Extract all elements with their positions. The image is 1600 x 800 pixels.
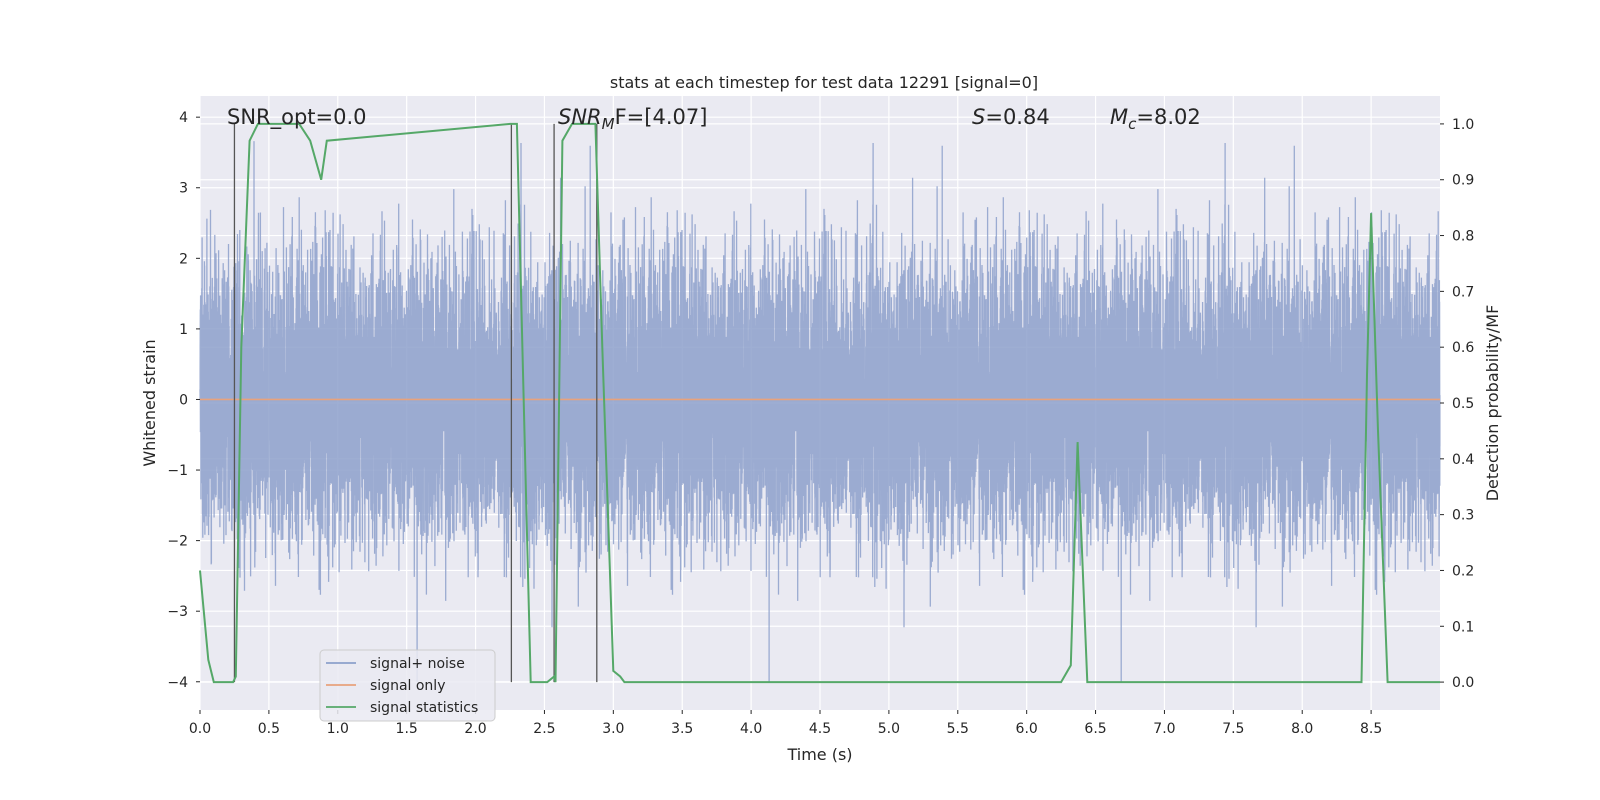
y-right-tick-label-6: 0.4 xyxy=(1452,452,1474,468)
y-left-tick-label-8: −4 xyxy=(167,675,188,691)
x-tick-label-15: 7.5 xyxy=(1222,721,1244,737)
x-tick-label-11: 5.5 xyxy=(947,721,969,737)
legend-box xyxy=(319,649,496,722)
x-tick-label-6: 3.0 xyxy=(602,721,624,737)
chart-title: stats at each timestep for test data 122… xyxy=(610,73,1038,92)
s-tail: =0.84 xyxy=(985,105,1049,129)
y-right-tick-label-9: 0.1 xyxy=(1452,619,1474,635)
mc-tail: =8.02 xyxy=(1136,105,1200,129)
x-axis-ticks: 0.0 0.5 1.0 1.5 2.0 2.5 3.0 3.5 4.0 4.5 5.0 5.5 6.0 6… xyxy=(189,710,1382,737)
x-tick-label-1: 0.5 xyxy=(258,721,280,737)
y-left-tick-label-7: −3 xyxy=(167,604,188,620)
x-tick-label-10: 5.0 xyxy=(878,721,900,737)
signal-noise-series xyxy=(199,141,1441,682)
snr-mf-sub: M xyxy=(602,115,615,133)
x-tick-label-5: 2.5 xyxy=(533,721,555,737)
x-tick-label-7: 3.5 xyxy=(671,721,693,737)
vertical-markers xyxy=(233,123,598,683)
signal-statistics-line xyxy=(199,122,1440,684)
x-tick-label-8: 4.0 xyxy=(740,721,762,737)
y-left-tick-label-6: −2 xyxy=(167,534,188,550)
x-tick-label-9: 4.5 xyxy=(809,721,831,737)
x-tick-label-12: 6.0 xyxy=(1016,721,1038,737)
signal-noise-line xyxy=(199,141,1441,682)
mc-main: M xyxy=(1110,105,1128,129)
y-left-axis-ticks: 4 3 2 1 0 −1 −2 −3 −4 xyxy=(167,110,200,691)
y-left-tick-label-3: 1 xyxy=(179,322,188,338)
x-tick-label-4: 2.0 xyxy=(464,721,486,737)
legend: signal+ noise signal only signal statist… xyxy=(319,649,496,722)
annotation-snr-mf: SNRMF=[4.07] xyxy=(558,105,707,133)
y-right-tick-label-3: 0.7 xyxy=(1452,284,1474,300)
x-tick-label-13: 6.5 xyxy=(1084,721,1106,737)
legend-label-signal-only: signal only xyxy=(370,678,445,694)
y-right-tick-label-2: 0.8 xyxy=(1452,229,1474,245)
y-left-axis-label: Whitened strain xyxy=(140,339,159,466)
x-axis-label: Time (s) xyxy=(786,745,852,764)
x-tick-label-2: 1.0 xyxy=(327,721,349,737)
snr-mf-tail: F=[4.07] xyxy=(615,105,708,129)
x-tick-label-3: 1.5 xyxy=(396,721,418,737)
y-left-tick-label-5: −1 xyxy=(167,463,188,479)
x-tick-label-16: 8.0 xyxy=(1291,721,1313,737)
legend-label-statistics: signal statistics xyxy=(370,700,478,716)
y-right-tick-label-8: 0.2 xyxy=(1452,563,1474,579)
x-tick-label-17: 8.5 xyxy=(1360,721,1382,737)
s-main: S xyxy=(972,105,985,129)
signal-statistics-series xyxy=(199,122,1440,684)
y-left-tick-label-4: 0 xyxy=(179,392,188,408)
y-left-tick-label-2: 2 xyxy=(179,251,188,267)
y-right-tick-label-4: 0.6 xyxy=(1452,340,1474,356)
annotation-s: S=0.84 xyxy=(972,105,1050,129)
y-right-tick-label-10: 0.0 xyxy=(1452,675,1474,691)
annotation-mc: Mc=8.02 xyxy=(1110,105,1201,133)
y-right-axis-label: Detection probability/MF xyxy=(1483,305,1502,502)
annotation-snr-opt: SNR_opt=0.0 xyxy=(227,105,367,130)
x-tick-label-0: 0.0 xyxy=(189,721,211,737)
mc-sub: c xyxy=(1128,115,1137,133)
y-right-tick-label-7: 0.3 xyxy=(1452,508,1474,524)
legend-label-noise: signal+ noise xyxy=(370,656,465,672)
y-left-tick-label-1: 3 xyxy=(179,181,188,197)
y-right-axis-ticks: 1.0 0.9 0.8 0.7 0.6 0.5 0.4 0.3 0.2 0.1 0.0 xyxy=(1440,117,1474,691)
y-left-tick-label-0: 4 xyxy=(179,110,188,126)
snr-mf-main: SNR xyxy=(558,105,602,129)
x-tick-label-14: 7.0 xyxy=(1153,721,1175,737)
y-right-tick-label-0: 1.0 xyxy=(1452,117,1474,133)
y-right-tick-label-1: 0.9 xyxy=(1452,173,1474,189)
y-right-tick-label-5: 0.5 xyxy=(1452,396,1474,412)
